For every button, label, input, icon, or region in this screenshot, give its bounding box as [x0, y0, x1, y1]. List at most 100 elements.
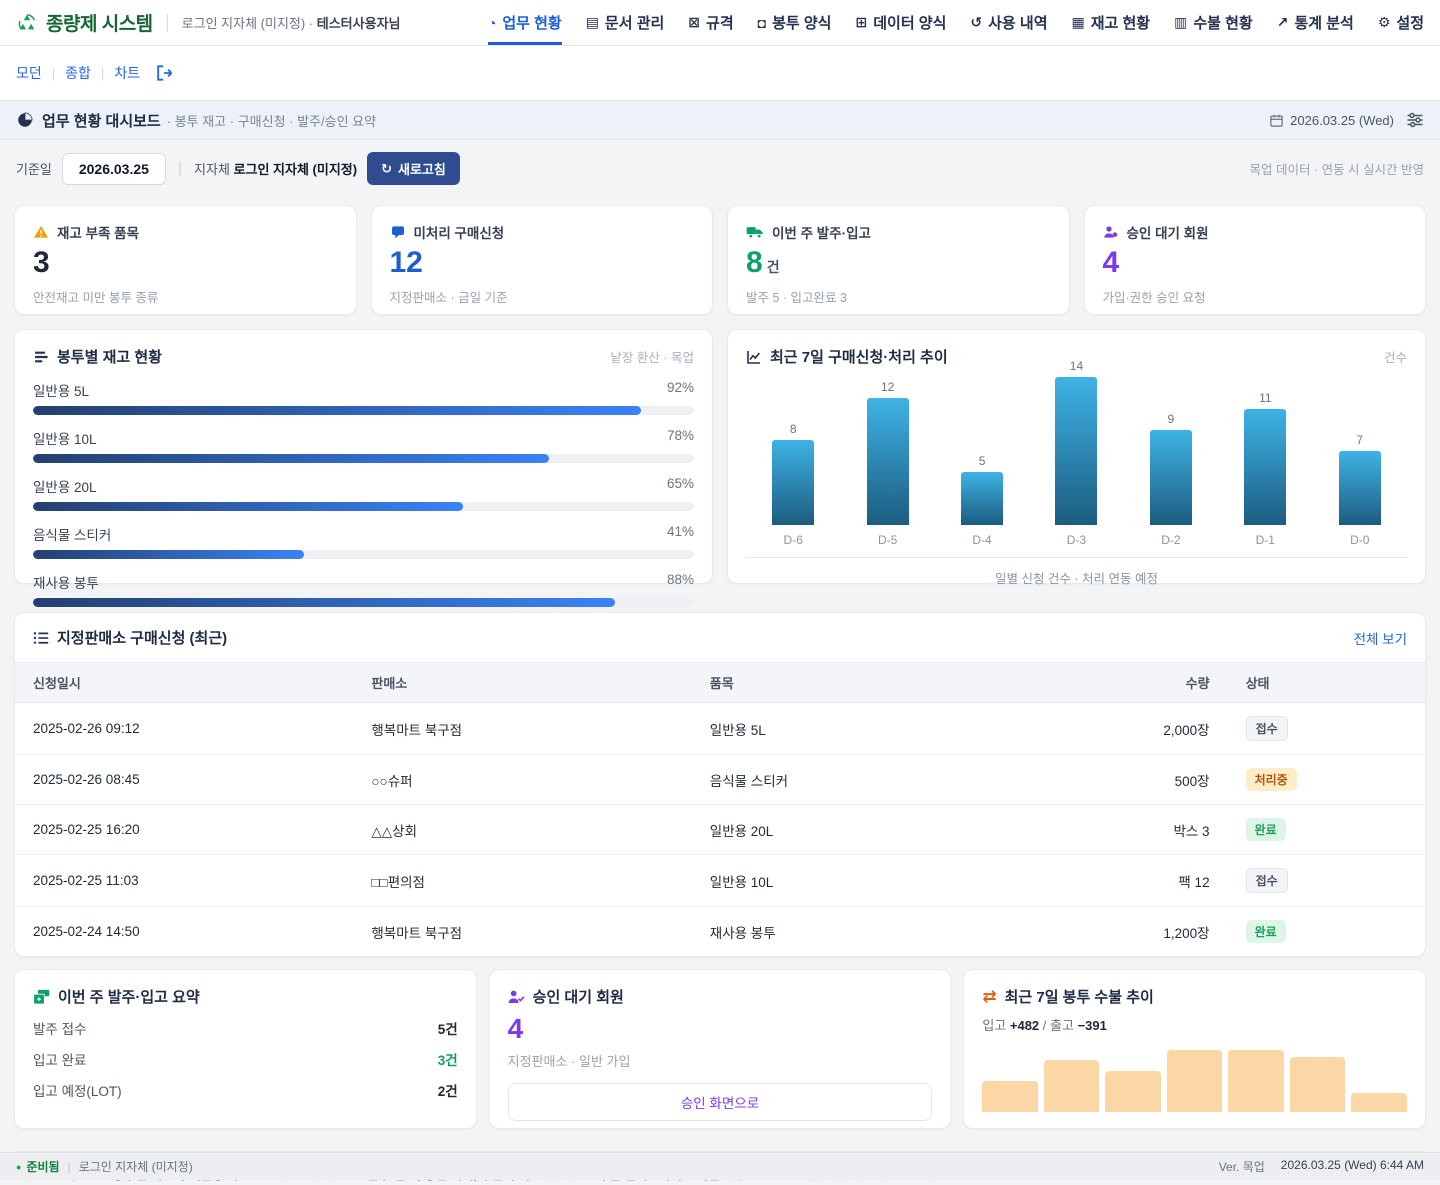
- version-label: Ver. 목업: [1218, 1160, 1265, 1174]
- trend-bar-value: 11: [1259, 391, 1272, 405]
- cell-item: 일반용 5L: [691, 702, 1045, 755]
- nav-label: 문서 관리: [604, 15, 665, 32]
- summary-label: 입고 예정(LOT): [33, 1084, 122, 1099]
- kpi-unit: 건: [766, 259, 780, 275]
- stock-bar-label: 일반용 10L: [33, 432, 97, 447]
- trend-bar-group: 7 D-0: [1313, 433, 1407, 547]
- nav-item-재고 현황[interactable]: ▦ 재고 현황: [1072, 0, 1151, 45]
- truck-icon: [746, 227, 763, 239]
- cell-store: ○○슈퍼: [353, 754, 692, 805]
- nav-item-수불 현황[interactable]: ▥ 수불 현황: [1174, 0, 1253, 45]
- trend-x-label: D-0: [1350, 533, 1370, 547]
- exit-icon[interactable]: [154, 63, 174, 83]
- kpi-sub: 가입·권한 승인 요청: [1102, 291, 1206, 305]
- dashboard-icon: ◔: [487, 14, 497, 31]
- nav-item-업무 현황[interactable]: ◔ 업무 현황: [487, 0, 562, 45]
- stock-bar-fill: [33, 454, 549, 463]
- cell-item: 일반용 20L: [691, 804, 1045, 855]
- stock-bar-fill: [33, 550, 304, 559]
- document-icon: ▤: [585, 14, 599, 30]
- base-date-input[interactable]: [61, 152, 166, 185]
- trend-bar: [1244, 409, 1287, 525]
- bag-icon: ◘: [757, 14, 767, 31]
- stock-bar-label: 일반용 5L: [33, 384, 90, 399]
- recycle-icon: [18, 13, 36, 30]
- go-approval-button[interactable]: 승인 화면으로: [507, 1083, 933, 1121]
- stock-row: 일반용 20L 65%: [33, 476, 694, 511]
- order-summary-card: 이번 주 발주·입고 요약 발주 접수 5건 입고 완료 3건 입고 예정(LOT) 2건: [14, 969, 477, 1129]
- cell-item: 음식물 스티커: [691, 754, 1045, 805]
- nav-label: 업무 현황: [502, 15, 562, 32]
- stock-row: 재사용 봉투 88%: [33, 572, 694, 607]
- member-icon: [1103, 226, 1117, 238]
- summary-row: 발주 접수 5건: [33, 1018, 458, 1038]
- status-badge: 처리중: [1245, 768, 1297, 791]
- trend-bar-group: 14 D-3: [1029, 359, 1123, 547]
- table-row: 2025-02-26 08:45 ○○슈퍼 음식물 스티커 500장 처리중: [15, 754, 1425, 805]
- stock-bar-value: 65%: [666, 476, 694, 491]
- subnav-link-모던[interactable]: 모던: [16, 65, 42, 81]
- stock-chart-note: 낱장 환산 · 목업: [610, 351, 694, 365]
- summary-row: 입고 완료 3건: [33, 1049, 458, 1069]
- col-header-status: 상태: [1227, 662, 1425, 703]
- status-dot: ●: [16, 1161, 22, 1172]
- nav-item-사용 내역[interactable]: ↺ 사용 내역: [970, 0, 1047, 45]
- date-chip[interactable]: 2026.03.25 (Wed): [1269, 113, 1394, 128]
- trend-bar-group: 11 D-1: [1218, 391, 1312, 547]
- warning-icon: [34, 226, 48, 238]
- flow-summary: 입고 +482 / 출고 −391: [982, 1018, 1107, 1033]
- page-titlebar: 업무 현황 대시보드 · 봉투 재고 · 구매신청 · 발주/승인 요약 202…: [0, 100, 1440, 140]
- flow-out-value: −391: [1077, 1018, 1107, 1033]
- flow-sparkline: [982, 1050, 1407, 1112]
- stock-bar-track: [33, 454, 694, 463]
- refresh-icon: ↻: [381, 160, 392, 176]
- kpi-title: 이번 주 발주·입고: [772, 226, 871, 241]
- trend-x-label: D-5: [877, 533, 898, 547]
- status-badge: 접수: [1245, 868, 1288, 893]
- org-value: 로그인 지자체 (미지정): [233, 162, 358, 177]
- table-row: 2025-02-26 09:12 행복마트 북구점 일반용 5L 2,000장 접수: [15, 702, 1425, 755]
- nav-item-데이터 양식[interactable]: ⊞ 데이터 양식: [855, 0, 946, 45]
- trend-bar: [772, 440, 815, 525]
- charts-row: 봉투별 재고 현황 낱장 환산 · 목업 일반용 5L 92% 일반용 10L 78%…: [14, 329, 1426, 607]
- stock-bar-track: [33, 406, 694, 415]
- subnav-links: 모던 | 종합 | 차트: [16, 63, 140, 83]
- nav-item-설정[interactable]: ⚙ 설정: [1378, 0, 1424, 45]
- trend-bar-group: 9 D-2: [1124, 412, 1218, 547]
- cell-item: 재사용 봉투: [709, 925, 776, 941]
- nav-item-통계 분석[interactable]: ↗ 통계 분석: [1277, 0, 1354, 45]
- nav-label: 재고 현황: [1090, 15, 1151, 32]
- trend-chart-card: 최근 7일 구매신청·처리 추이 건수 8 D-6 12 D-5 5 D-4 14 D-3 9 D…: [727, 329, 1426, 586]
- statusbar-context: 로그인 지자체 (미지정): [78, 1160, 193, 1174]
- view-all-link[interactable]: 전체 보기: [1353, 631, 1407, 647]
- stock-bar-label: 일반용 20L: [33, 480, 97, 495]
- list-icon: [33, 631, 49, 644]
- ledger-icon: ▥: [1174, 14, 1188, 30]
- trend-chart-note: 건수: [1383, 351, 1407, 365]
- nav-item-규격[interactable]: ⊠ 규격: [688, 0, 733, 45]
- subnav-link-차트[interactable]: 차트: [114, 65, 141, 81]
- stock-bar-fill: [33, 598, 615, 607]
- cell-datetime: 2025-02-25 11:03: [15, 854, 354, 907]
- sliders-icon[interactable]: [1406, 112, 1424, 128]
- main-content: 재고 부족 품목 3 안전재고 미만 봉투 종류 미처리 구매신청 12 지정판…: [0, 205, 1440, 1185]
- cell-datetime: 2025-02-24 14:50: [33, 924, 140, 939]
- spark-bar: [1043, 1060, 1100, 1112]
- stock-chart-title: 봉투별 재고 현황: [57, 349, 162, 366]
- subnav-link-종합[interactable]: 종합: [65, 65, 91, 81]
- kpi-grid: 재고 부족 품목 3 안전재고 미만 봉투 종류 미처리 구매신청 12 지정판…: [14, 205, 1426, 315]
- header-divider: [166, 13, 168, 32]
- nav-item-봉투 양식[interactable]: ◘ 봉투 양식: [758, 0, 832, 45]
- trend-axis-line: [746, 557, 1407, 558]
- brand: 종량제 시스템: [16, 9, 153, 36]
- kpi-title: 미처리 구매신청: [413, 226, 505, 241]
- subnav-separator: |: [51, 65, 56, 81]
- cell-qty: 박스 3: [1044, 804, 1228, 855]
- stock-bars: 일반용 5L 92% 일반용 10L 78% 일반용 20L 65% 음식물 스티커 41% 재…: [33, 380, 694, 607]
- table-row: 2025-02-25 11:03 □□편의점 일반용 10L 팩 12 접수: [15, 854, 1425, 907]
- nav-item-문서 관리[interactable]: ▤ 문서 관리: [586, 0, 665, 45]
- bottom-row: 이번 주 발주·입고 요약 발주 접수 5건 입고 완료 3건 입고 예정(LOT) 2건…: [14, 969, 1426, 1129]
- refresh-button[interactable]: ↻ 새로고침: [367, 152, 460, 185]
- trend-bar-value: 12: [880, 380, 895, 394]
